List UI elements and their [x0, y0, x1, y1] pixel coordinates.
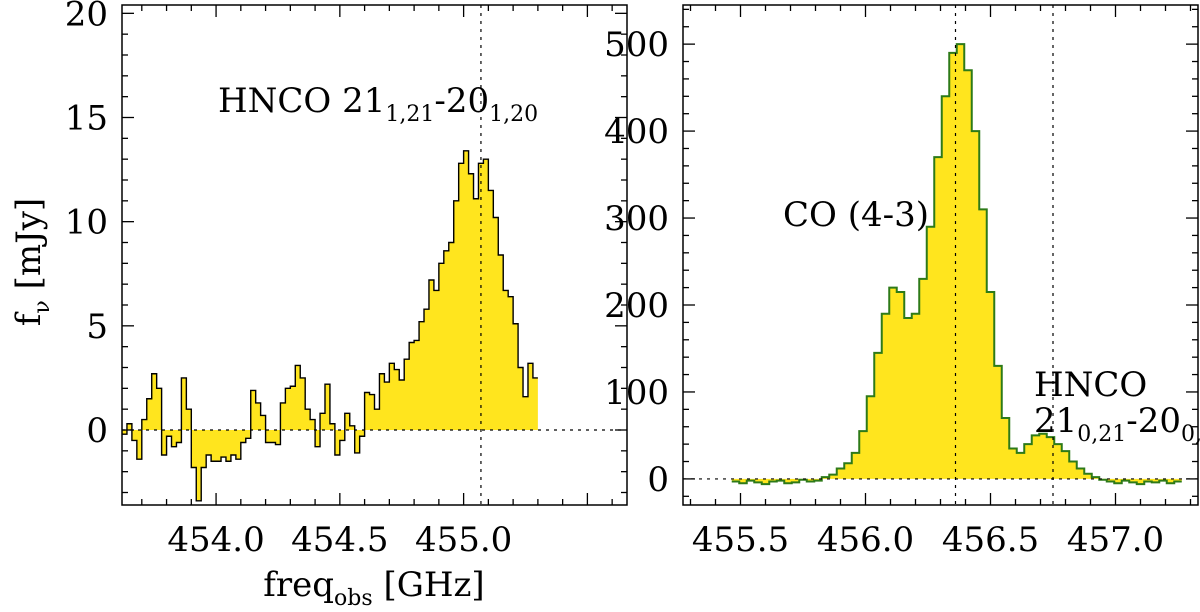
right-x-tick-label: 456.0: [817, 520, 914, 560]
right-x-tick-label: 457.0: [1067, 520, 1164, 560]
x-axis-title-unit: [GHz]: [373, 565, 485, 605]
right-fill-area: [731, 44, 1182, 485]
left-annotation-sub1: 1,21: [385, 102, 434, 127]
right-annotation-co: CO (4-3): [783, 195, 929, 235]
right-x-tick-label: 456.5: [942, 520, 1039, 560]
right-y-tick-label: 400: [604, 112, 669, 152]
y-axis-title-unit: [mJy]: [9, 198, 49, 300]
left-y-tick-label: 10: [65, 203, 108, 243]
left-annotation: HNCO 211,21-201,20: [218, 81, 538, 127]
left-y-tick-label: 5: [86, 307, 108, 347]
right-annotation-hnco-mid: -20: [1126, 401, 1181, 441]
y-axis-title: fν [mJy]: [9, 198, 55, 326]
left-y-tick-label: 0: [86, 411, 108, 451]
left-x-tick-label: 454.5: [291, 520, 388, 560]
left-spectrum-line: [122, 150, 538, 502]
right-annotation-hnco-transition: 210,21-200,20: [1034, 401, 1200, 447]
left-annotation-sub2: 1,20: [489, 102, 538, 127]
right-annotation-hnco-main: 21: [1034, 401, 1077, 441]
left-x-tick-label: 454.0: [167, 520, 264, 560]
right-annotation-hnco: HNCO: [1034, 365, 1147, 405]
left-y-tick-label: 15: [65, 99, 108, 139]
left-fill-area: [122, 150, 538, 501]
right-y-tick-label: 500: [604, 25, 669, 65]
right-y-tick-label: 200: [604, 286, 669, 326]
x-axis-title-sub: obs: [334, 586, 373, 611]
right-y-tick-label: 0: [647, 460, 669, 500]
y-axis-title-main: f: [9, 311, 49, 326]
left-panel: 454.0 454.5 455.0 0 5 10 15 20 HNCO 211,21-201,…: [9, 0, 628, 611]
left-frame: [121, 4, 628, 506]
left-annotation-mid: -20: [434, 81, 489, 121]
right-x-tick-label: 455.5: [692, 520, 789, 560]
right-spectrum-line: [731, 43, 1182, 486]
right-y-tick-label: 100: [604, 373, 669, 413]
y-axis-title-sub: ν: [30, 300, 55, 313]
right-panel: 455.5 456.0 456.5 457.0 0 100 200 300 400 500 CO …: [604, 4, 1200, 560]
left-y-tick-label: 20: [65, 0, 108, 34]
left-x-tick-label: 455.0: [415, 520, 512, 560]
left-annotation-main: HNCO 21: [218, 81, 385, 121]
right-annotation-hnco-sub1: 0,21: [1077, 422, 1126, 447]
right-annotation-hnco-sub2: 0,20: [1181, 422, 1200, 447]
right-y-tick-label: 300: [604, 199, 669, 239]
x-axis-title-main: freq: [263, 565, 334, 605]
x-axis-title: freqobs [GHz]: [263, 565, 484, 611]
